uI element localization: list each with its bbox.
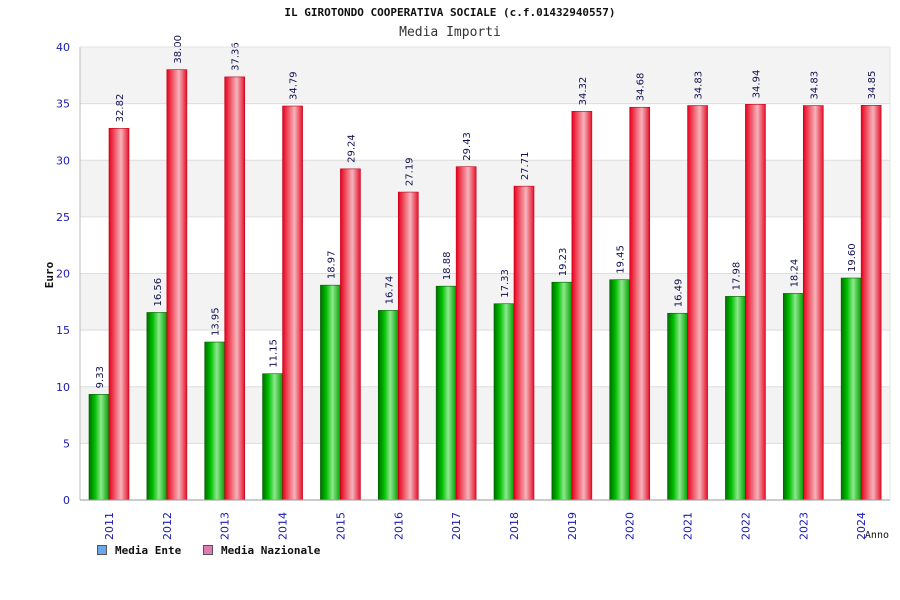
legend-swatch-ente xyxy=(97,545,107,555)
x-tick-label: 2018 xyxy=(508,512,521,540)
grid-band xyxy=(80,330,890,387)
y-tick-label: 0 xyxy=(63,494,70,507)
data-label: 11.15 xyxy=(269,339,280,368)
bar-media-ente xyxy=(725,296,746,501)
bar-media-nazionale xyxy=(571,111,593,501)
data-label: 34.94 xyxy=(751,70,762,99)
x-tick-label: 2022 xyxy=(739,512,752,540)
grid-band xyxy=(80,47,890,104)
data-label: 29.24 xyxy=(346,134,357,163)
bar-media-ente xyxy=(609,279,631,501)
grid-band xyxy=(80,386,890,444)
data-label: 34.68 xyxy=(636,73,647,102)
legend-swatch-nazionale xyxy=(203,545,213,555)
x-tick-label: 2011 xyxy=(103,512,116,540)
data-label: 34.83 xyxy=(809,71,820,100)
bar-media-ente xyxy=(88,394,110,501)
bar-media-ente xyxy=(840,277,862,501)
bar-media-nazionale xyxy=(455,166,477,501)
x-tick-label: 2014 xyxy=(277,512,290,540)
grid-band xyxy=(80,160,890,217)
bar-media-nazionale xyxy=(687,105,708,501)
grid-band xyxy=(80,216,890,274)
bar-media-ente xyxy=(551,281,573,501)
chart-subtitle: Media Importi xyxy=(399,25,501,40)
x-tick-label: 2019 xyxy=(566,512,579,540)
grid-band xyxy=(80,443,890,500)
bar-media-nazionale xyxy=(860,105,882,501)
data-label: 34.32 xyxy=(578,77,589,106)
data-label: 19.60 xyxy=(847,243,858,272)
bar-media-ente xyxy=(262,373,283,501)
x-tick-label: 2023 xyxy=(797,512,810,540)
data-label: 38.00 xyxy=(173,35,184,64)
bar-media-nazionale xyxy=(513,185,535,501)
y-tick-label: 30 xyxy=(56,154,70,167)
bar-media-ente xyxy=(204,341,226,501)
data-label: 34.79 xyxy=(289,71,300,100)
bar-media-nazionale xyxy=(745,104,766,501)
data-label: 19.23 xyxy=(558,248,569,277)
y-tick-label: 35 xyxy=(56,98,70,111)
grid-band xyxy=(80,273,890,331)
legend-label-nazionale: Media Nazionale xyxy=(221,543,321,557)
y-tick-label: 5 xyxy=(63,437,70,450)
data-label: 13.95 xyxy=(211,307,222,336)
data-label: 17.33 xyxy=(500,269,511,298)
legend-item-media-ente: Media Ente xyxy=(97,543,181,557)
bar-media-ente xyxy=(493,303,515,501)
legend-item-media-nazionale: Media Nazionale xyxy=(203,543,320,557)
x-tick-label: 2013 xyxy=(219,512,232,540)
x-tick-label: 2015 xyxy=(334,512,347,540)
data-label: 18.88 xyxy=(442,252,453,281)
bar-media-ente xyxy=(667,312,688,501)
bar-media-nazionale xyxy=(340,168,361,501)
data-label: 27.71 xyxy=(520,152,531,181)
data-label: 17.98 xyxy=(731,262,742,291)
data-label: 16.56 xyxy=(153,278,164,307)
data-label: 16.74 xyxy=(384,276,395,305)
x-tick-label: 2021 xyxy=(682,512,695,540)
x-tick-label: 2024 xyxy=(855,512,868,540)
bar-media-nazionale xyxy=(397,191,419,501)
data-label: 34.85 xyxy=(867,71,878,100)
grid-band xyxy=(80,103,890,161)
bar-media-ente xyxy=(782,293,804,501)
legend-label-ente: Media Ente xyxy=(115,543,182,557)
data-label: 27.19 xyxy=(404,157,415,186)
data-label: 32.82 xyxy=(115,94,126,123)
y-axis-title: Euro xyxy=(43,261,56,288)
bar-media-nazionale xyxy=(224,76,246,501)
y-tick-label: 40 xyxy=(56,41,70,54)
data-label: 16.49 xyxy=(674,279,685,308)
bar-media-nazionale xyxy=(108,128,130,501)
data-label: 18.97 xyxy=(326,251,337,280)
bar-media-ente xyxy=(435,285,457,501)
bar-media-nazionale xyxy=(282,105,303,501)
data-label: 29.43 xyxy=(462,132,473,161)
bar-media-nazionale xyxy=(802,105,824,501)
x-axis-title: Anno xyxy=(865,530,889,541)
bar-media-ente xyxy=(146,312,168,501)
y-tick-label: 10 xyxy=(56,381,70,394)
bar-media-ente xyxy=(320,284,341,501)
y-tick-label: 20 xyxy=(56,268,70,281)
data-label: 18.24 xyxy=(789,259,800,288)
y-tick-label: 25 xyxy=(56,211,70,224)
data-label: 34.83 xyxy=(694,71,705,100)
x-tick-label: 2017 xyxy=(450,512,463,540)
x-tick-label: 2020 xyxy=(624,512,637,540)
x-tick-label: 2016 xyxy=(392,512,405,540)
bar-media-ente xyxy=(377,310,399,501)
bar-media-nazionale xyxy=(629,106,651,501)
bar-media-nazionale xyxy=(166,69,188,501)
data-label: 37.36 xyxy=(231,42,242,71)
x-tick-label: 2012 xyxy=(161,512,174,540)
data-label: 19.45 xyxy=(616,245,627,274)
y-tick-label: 15 xyxy=(56,324,70,337)
chart-title: IL GIROTONDO COOPERATIVA SOCIALE (c.f.01… xyxy=(284,6,616,19)
data-label: 9.33 xyxy=(95,366,106,388)
